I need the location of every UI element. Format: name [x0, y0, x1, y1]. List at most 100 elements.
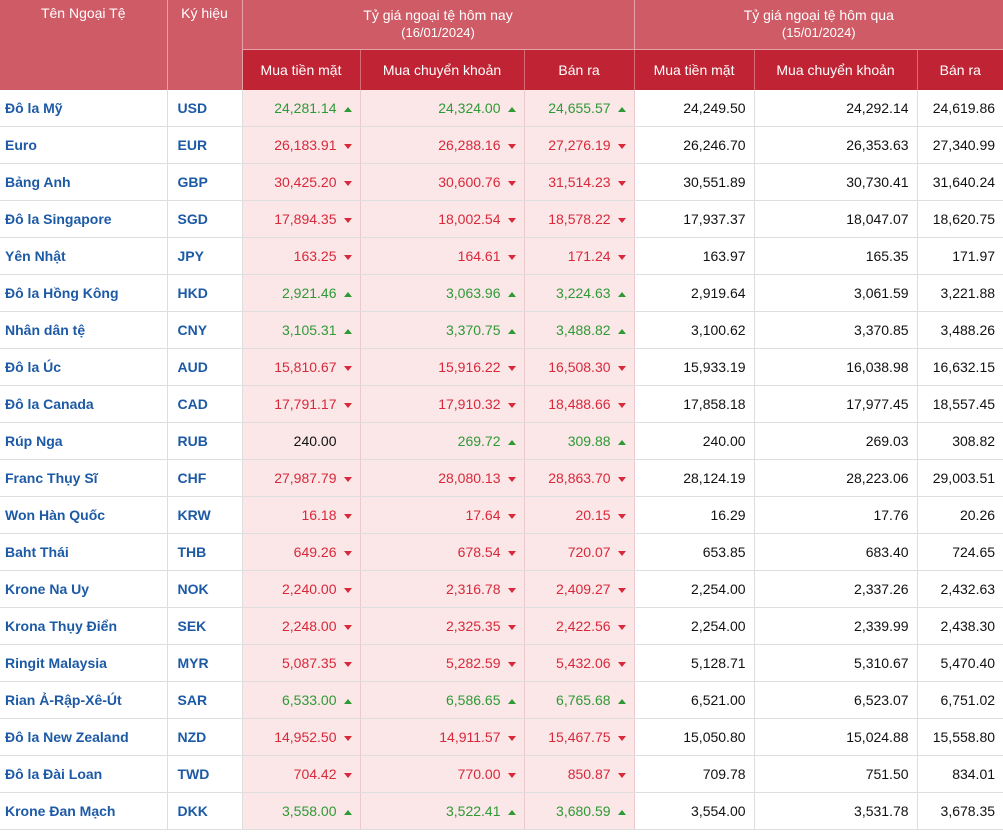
table-row: Krone Đan Mạch DKK 3,558.00 3,522.41 3,680.5… — [0, 792, 1003, 830]
table-row: Bảng Anh GBP 30,425.20 30,600.76 31,514.23 30… — [0, 163, 1003, 201]
today-sell-cell: 309.88 — [524, 422, 635, 460]
currency-name[interactable]: Franc Thụy Sĩ — [0, 459, 168, 497]
yesterday-transfer-buy-value: 26,353.63 — [754, 126, 918, 164]
yesterday-transfer-buy-value: 269.03 — [754, 422, 918, 460]
currency-name[interactable]: Đô la Úc — [0, 348, 168, 386]
yesterday-cash-buy-value: 2,254.00 — [634, 570, 755, 608]
caret-down-icon — [343, 217, 352, 223]
today-cash-buy-cell: 14,952.50 — [242, 718, 361, 756]
today-cash-buy-value: 15,810.67 — [274, 359, 337, 375]
today-cash-buy-cell: 3,558.00 — [242, 792, 361, 830]
today-sell-value: 2,422.56 — [556, 618, 611, 634]
today-sell-cell: 6,765.68 — [524, 681, 635, 719]
caret-down-icon — [343, 476, 352, 482]
currency-name[interactable]: Yên Nhật — [0, 237, 168, 275]
caret-down-icon — [617, 476, 626, 482]
today-transfer-buy-cell: 6,586.65 — [360, 681, 525, 719]
currency-name[interactable]: Đô la Mỹ — [0, 89, 168, 127]
today-sell-value: 171.24 — [567, 248, 611, 264]
today-sell-cell: 31,514.23 — [524, 163, 635, 201]
caret-down-icon — [617, 143, 626, 149]
yesterday-cash-buy-value: 5,128.71 — [634, 644, 755, 682]
currency-name[interactable]: Krona Thụy Điển — [0, 607, 168, 645]
currency-name[interactable]: Won Hàn Quốc — [0, 496, 168, 534]
today-cash-buy-value: 649.26 — [293, 544, 337, 560]
today-cash-buy-cell: 26,183.91 — [242, 126, 361, 164]
today-transfer-buy-value: 18,002.54 — [438, 211, 501, 227]
table-row: Đô la Úc AUD 15,810.67 15,916.22 16,508.30 15… — [0, 348, 1003, 386]
today-cash-buy-cell: 2,248.00 — [242, 607, 361, 645]
currency-name[interactable]: Rúp Nga — [0, 422, 168, 460]
yesterday-sell-value: 27,340.99 — [917, 126, 1003, 164]
today-transfer-buy-value: 3,063.96 — [446, 285, 501, 301]
yesterday-cash-buy-value: 30,551.89 — [634, 163, 755, 201]
currency-name[interactable]: Đô la Đài Loan — [0, 755, 168, 793]
caret-down-icon — [617, 550, 626, 556]
table-row: Euro EUR 26,183.91 26,288.16 27,276.19 26,246… — [0, 126, 1003, 164]
header-today-date: (16/01/2024) — [401, 24, 475, 40]
yesterday-transfer-buy-value: 24,292.14 — [754, 89, 918, 127]
currency-name[interactable]: Rian Ả-Rập-Xê-Út — [0, 681, 168, 719]
yesterday-cash-buy-value: 28,124.19 — [634, 459, 755, 497]
today-transfer-buy-value: 26,288.16 — [438, 137, 501, 153]
caret-up-icon — [507, 809, 516, 815]
today-cash-buy-value: 163.25 — [293, 248, 337, 264]
yesterday-transfer-buy-value: 3,061.59 — [754, 274, 918, 312]
caret-up-icon — [507, 328, 516, 334]
yesterday-cash-buy-value: 17,858.18 — [634, 385, 755, 423]
header-today-cash-buy: Mua tiền mặt — [242, 49, 361, 90]
today-transfer-buy-cell: 26,288.16 — [360, 126, 525, 164]
table-body: Đô la Mỹ USD 24,281.14 24,324.00 24,655.57 24… — [0, 89, 1003, 830]
caret-down-icon — [617, 254, 626, 260]
today-cash-buy-value: 704.42 — [293, 766, 337, 782]
caret-up-icon — [617, 439, 626, 445]
caret-up-icon — [343, 291, 352, 297]
today-transfer-buy-cell: 3,063.96 — [360, 274, 525, 312]
today-transfer-buy-cell: 18,002.54 — [360, 200, 525, 238]
today-cash-buy-value: 2,240.00 — [282, 581, 337, 597]
yesterday-sell-value: 29,003.51 — [917, 459, 1003, 497]
currency-name[interactable]: Bảng Anh — [0, 163, 168, 201]
header-yesterday-title: Tỷ giá ngoại tệ hôm qua — [743, 6, 894, 23]
currency-name[interactable]: Đô la Hồng Kông — [0, 274, 168, 312]
header-yesterday-group: Tỷ giá ngoại tệ hôm qua (15/01/2024) — [634, 0, 1003, 50]
currency-code: EUR — [167, 126, 243, 164]
today-sell-value: 850.87 — [567, 766, 611, 782]
currency-name[interactable]: Krone Đan Mạch — [0, 792, 168, 830]
table-row: Đô la Đài Loan TWD 704.42 770.00 850.87 709.7… — [0, 755, 1003, 793]
today-sell-cell: 16,508.30 — [524, 348, 635, 386]
today-cash-buy-cell: 27,987.79 — [242, 459, 361, 497]
currency-name[interactable]: Baht Thái — [0, 533, 168, 571]
today-transfer-buy-cell: 17.64 — [360, 496, 525, 534]
today-transfer-buy-value: 269.72 — [457, 433, 501, 449]
currency-name[interactable]: Đô la Singapore — [0, 200, 168, 238]
yesterday-transfer-buy-value: 15,024.88 — [754, 718, 918, 756]
today-transfer-buy-value: 164.61 — [457, 248, 501, 264]
caret-down-icon — [507, 476, 516, 482]
yesterday-sell-value: 5,470.40 — [917, 644, 1003, 682]
caret-down-icon — [507, 661, 516, 667]
yesterday-transfer-buy-value: 683.40 — [754, 533, 918, 571]
table-row: Đô la Canada CAD 17,791.17 17,910.32 18,488.… — [0, 385, 1003, 423]
currency-name[interactable]: Đô la New Zealand — [0, 718, 168, 756]
currency-name[interactable]: Euro — [0, 126, 168, 164]
today-sell-value: 24,655.57 — [548, 99, 611, 116]
header-yesterday-cash-buy: Mua tiền mặt — [634, 49, 755, 90]
yesterday-transfer-buy-value: 6,523.07 — [754, 681, 918, 719]
header-yesterday-date: (15/01/2024) — [781, 24, 856, 40]
caret-down-icon — [343, 180, 352, 186]
caret-down-icon — [617, 180, 626, 186]
currency-code: MYR — [167, 644, 243, 682]
table-row: Krone Na Uy NOK 2,240.00 2,316.78 2,409.27 2,… — [0, 570, 1003, 608]
currency-name[interactable]: Nhân dân tệ — [0, 311, 168, 349]
yesterday-sell-value: 308.82 — [917, 422, 1003, 460]
table-row: Krona Thụy Điển SEK 2,248.00 2,325.35 2,422.… — [0, 607, 1003, 645]
yesterday-sell-value: 18,620.75 — [917, 200, 1003, 238]
header-currency-name: Tên Ngoại Tệ — [0, 0, 168, 90]
currency-name[interactable]: Krone Na Uy — [0, 570, 168, 608]
currency-name[interactable]: Đô la Canada — [0, 385, 168, 423]
today-cash-buy-cell: 16.18 — [242, 496, 361, 534]
currency-name[interactable]: Ringit Malaysia — [0, 644, 168, 682]
today-transfer-buy-value: 2,316.78 — [446, 581, 501, 597]
